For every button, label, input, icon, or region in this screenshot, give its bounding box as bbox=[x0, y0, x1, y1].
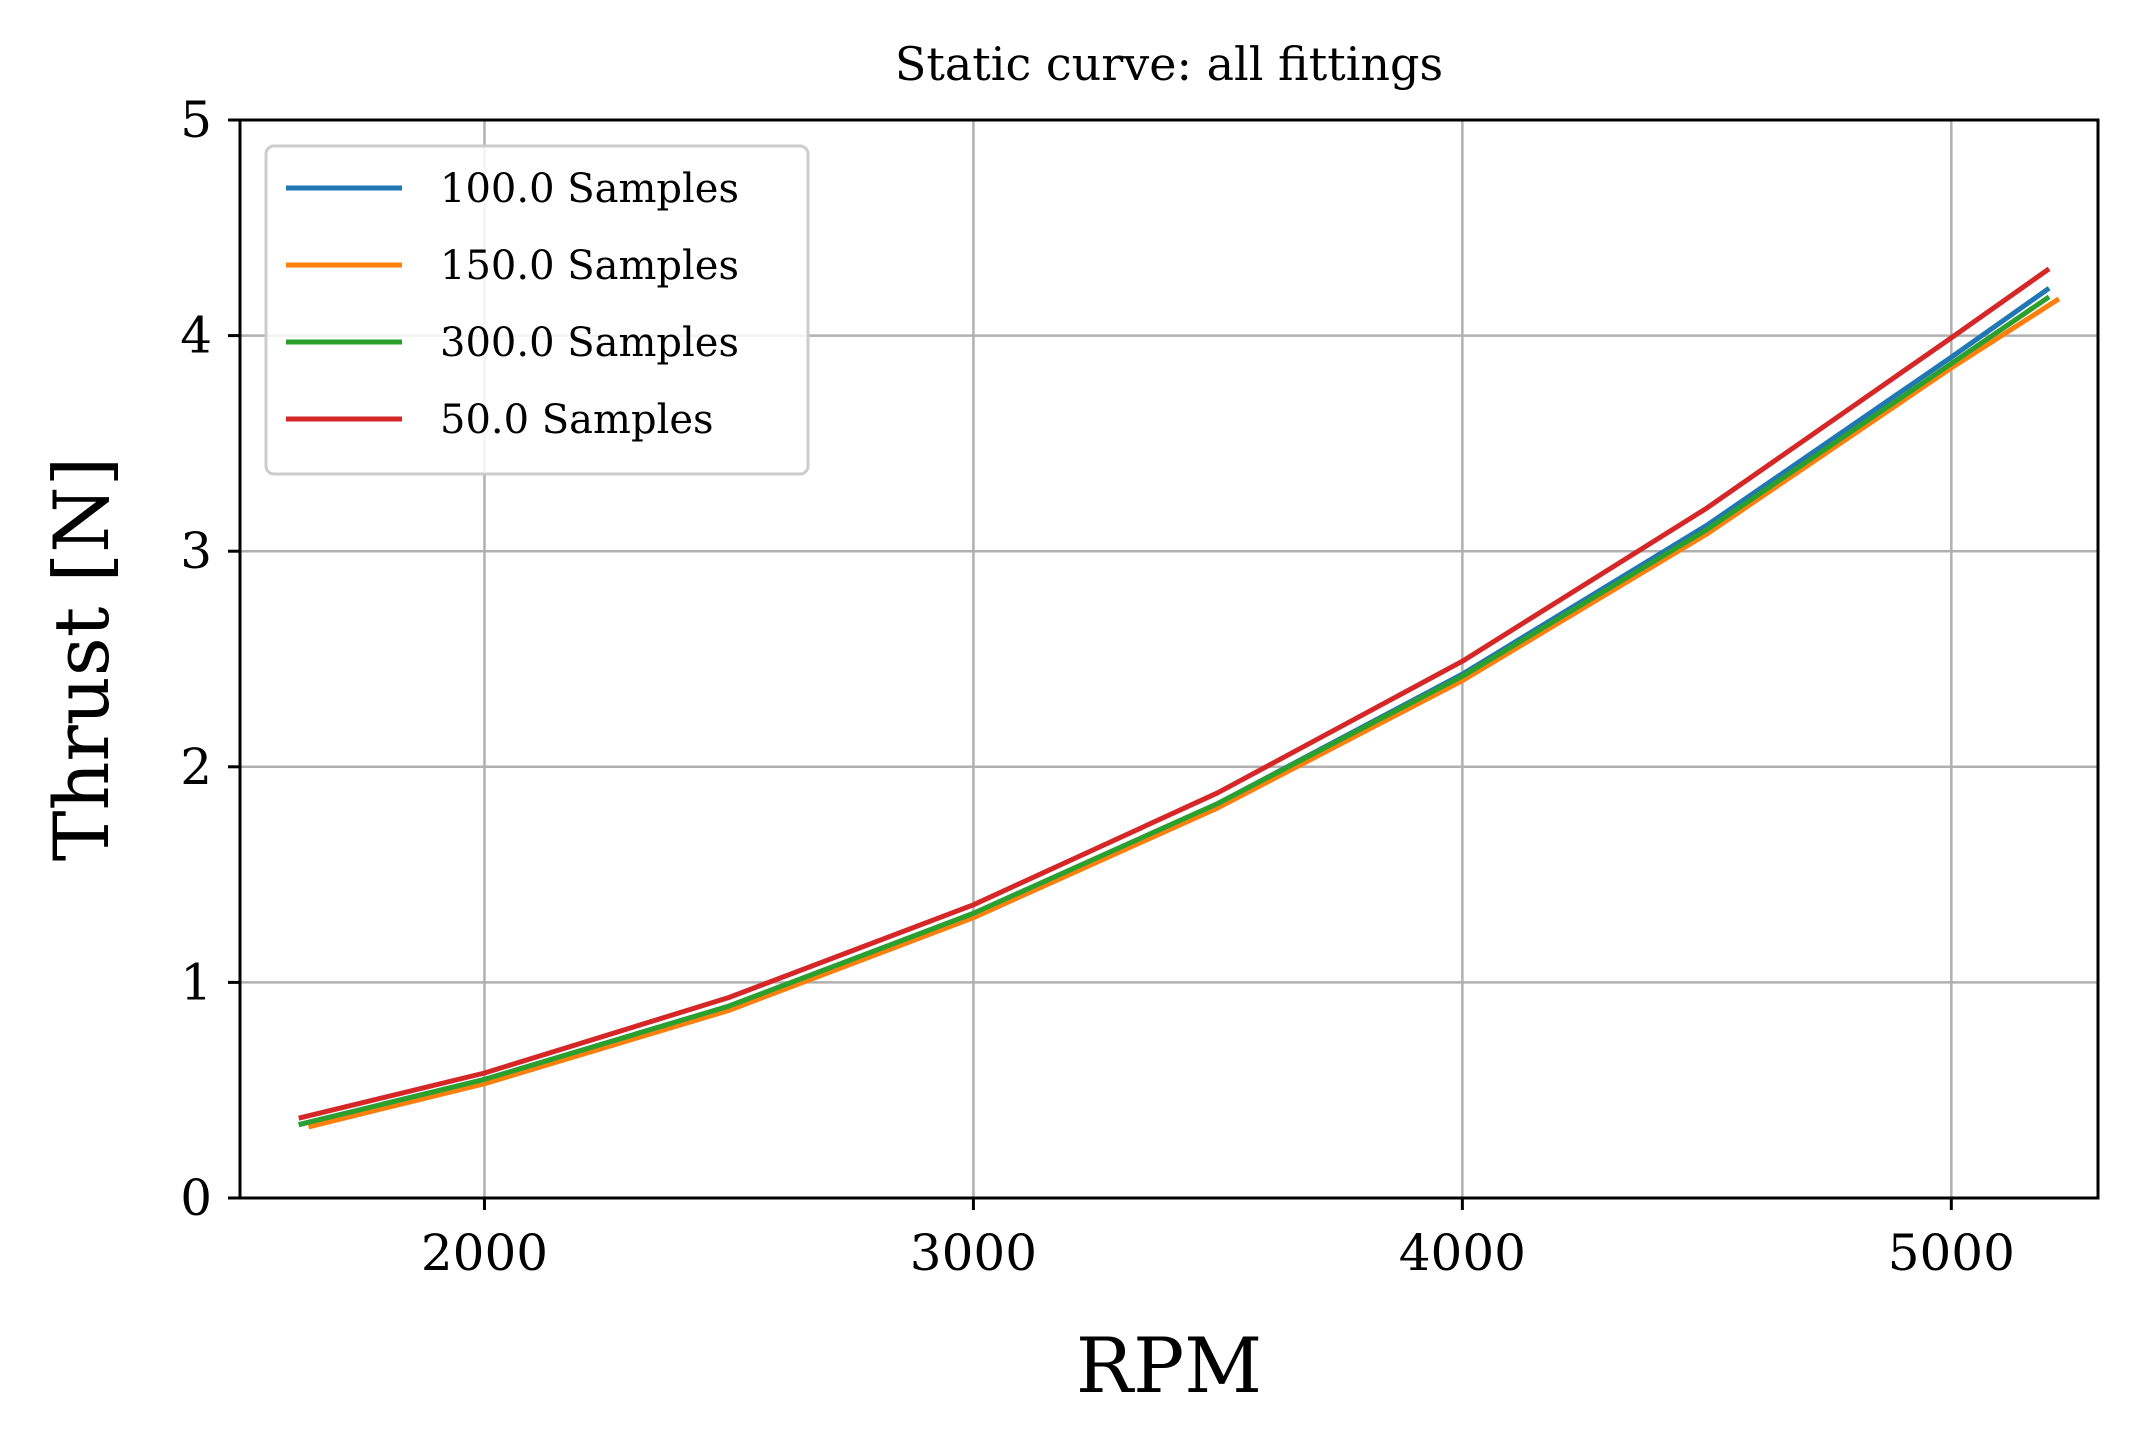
series-line-3 bbox=[298, 294, 2051, 1128]
legend-label: 300.0 Samples bbox=[440, 320, 739, 366]
x-axis-label: RPM bbox=[1076, 1321, 1262, 1410]
y-tick-label: 2 bbox=[180, 738, 212, 796]
plot-frame bbox=[238, 118, 2100, 1200]
y-axis-label: Thrust [N] bbox=[37, 457, 126, 861]
tick-layer: 2000 3000 4000 5000 0 1 2 3 4 5 bbox=[180, 91, 2015, 1282]
x-tick-label: 2000 bbox=[421, 1224, 548, 1282]
legend-label: 100.0 Samples bbox=[440, 166, 739, 212]
x-tick-label: 3000 bbox=[910, 1224, 1037, 1282]
legend-box bbox=[264, 144, 810, 476]
y-tick-label: 0 bbox=[180, 1169, 212, 1227]
y-tick-label: 1 bbox=[180, 953, 212, 1011]
series-line-2 bbox=[307, 296, 2061, 1130]
x-tick-label: 4000 bbox=[1399, 1224, 1526, 1282]
legend: 100.0 Samples 150.0 Samples 300.0 Samples 5… bbox=[264, 144, 810, 476]
legend-entries: 100.0 Samples 150.0 Samples 300.0 Samples 5… bbox=[286, 166, 739, 443]
x-tick-label: 5000 bbox=[1888, 1224, 2015, 1282]
chart-title: Static curve: all fittings bbox=[895, 37, 1443, 91]
legend-label: 50.0 Samples bbox=[440, 397, 714, 443]
legend-label: 150.0 Samples bbox=[440, 243, 739, 289]
series-line-4 bbox=[298, 266, 2051, 1121]
y-tick-label: 5 bbox=[180, 91, 212, 149]
grid-layer bbox=[240, 120, 2098, 1198]
y-tick-label: 3 bbox=[180, 522, 212, 580]
series-layer bbox=[298, 266, 2061, 1130]
y-tick-label: 4 bbox=[180, 307, 212, 365]
